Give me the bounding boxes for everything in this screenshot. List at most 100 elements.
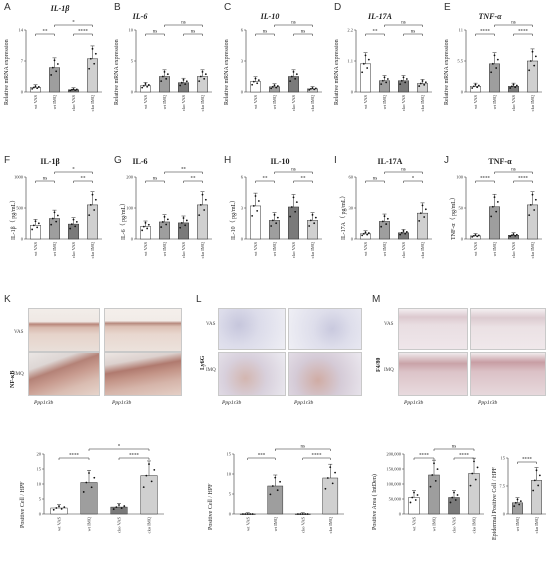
data-point	[147, 83, 150, 86]
data-point	[246, 513, 249, 515]
data-point	[70, 223, 73, 226]
bar	[159, 76, 170, 93]
bar	[87, 58, 98, 93]
panel-label: M	[372, 294, 381, 305]
x-tick-label: cko VAS	[71, 95, 76, 111]
data-point	[289, 215, 292, 218]
bar	[398, 232, 409, 240]
data-point	[185, 80, 188, 83]
data-point	[69, 89, 72, 92]
significance-label: **	[263, 177, 269, 182]
panel-title: IL-10	[260, 12, 280, 21]
data-point	[380, 83, 383, 86]
panel-d: D IL-17A Relative mRNA expression 0 1.1 2.…	[330, 0, 440, 130]
genotype-caption-cko: Ppp1r3b	[478, 400, 498, 406]
y-tick-label: 0	[39, 512, 42, 517]
x-tick-label: wt VAS	[473, 242, 478, 256]
data-point	[256, 209, 259, 212]
data-point	[88, 472, 90, 474]
data-point	[141, 229, 144, 232]
x-tick-label: cko VAS	[71, 242, 76, 258]
data-point	[153, 468, 156, 471]
quant-m1: Positive Area ( IntDen) 0 50,000 100,000 15…	[370, 430, 490, 564]
data-point	[326, 477, 329, 479]
significance-label: ****	[480, 177, 491, 182]
data-point	[313, 222, 316, 225]
y-tick-label: 30	[349, 206, 354, 211]
data-point	[495, 67, 498, 69]
bar	[197, 204, 208, 240]
data-point	[473, 460, 475, 463]
x-tick-label: wt IMQ	[272, 94, 277, 109]
y-tick-label: 0	[21, 237, 24, 242]
y-tick-label: 0	[461, 90, 464, 95]
micrograph-k-wt-vas	[28, 308, 100, 352]
data-point	[74, 225, 77, 228]
bar	[197, 76, 208, 93]
data-point	[362, 232, 365, 235]
data-point	[36, 226, 39, 229]
data-point	[56, 63, 59, 65]
significance-label: *	[72, 21, 75, 26]
genotype-caption-wt: Ppp1r3b	[404, 400, 424, 406]
significance-label: ns	[153, 30, 158, 35]
panel-j: J TNF-α TNF-α（ pg/mL） 0 50 100 wt VAS wt IMQ…	[440, 135, 550, 275]
panel-label: C	[224, 2, 232, 13]
data-point	[385, 223, 388, 225]
panel-label: G	[114, 155, 122, 166]
x-tick-label: cko IMQ	[90, 94, 95, 111]
data-point	[85, 481, 88, 484]
data-point	[93, 209, 96, 211]
bar	[49, 67, 60, 93]
panel-label: H	[224, 155, 232, 166]
data-point	[198, 80, 201, 83]
row-label-imq: IMQ	[384, 368, 394, 373]
y-tick-label: 1000	[14, 175, 24, 180]
data-point	[493, 54, 496, 57]
bar	[379, 80, 390, 93]
data-point	[474, 83, 477, 86]
data-point	[276, 216, 279, 219]
x-tick-label: cko IMQ	[310, 94, 315, 111]
data-point	[405, 78, 408, 80]
data-point	[142, 84, 145, 87]
micrograph-m-wt-imq	[398, 352, 468, 396]
data-point	[201, 70, 204, 73]
data-point	[537, 484, 540, 487]
panel-h: H IL-10 IL-10（ pg/mL） 0 3 6 wt VAS wt IMQ cko…	[220, 135, 330, 275]
bar	[178, 82, 189, 93]
y-tick-label: 6	[241, 175, 244, 180]
data-point	[367, 232, 370, 234]
data-point	[477, 84, 480, 87]
significance-label: ****	[78, 30, 89, 35]
y-tick-label: 15	[227, 452, 232, 457]
y-tick-label: 5.5	[457, 59, 463, 64]
data-point	[182, 217, 185, 219]
data-point	[185, 219, 188, 222]
data-point	[509, 87, 512, 89]
data-point	[456, 494, 459, 496]
data-point	[34, 85, 37, 88]
data-point	[423, 83, 426, 86]
data-point	[198, 214, 201, 217]
data-point	[419, 212, 422, 215]
y-tick-label: 0	[131, 237, 134, 242]
data-point	[75, 88, 78, 91]
y-tick-label: 5	[39, 497, 42, 502]
data-point	[529, 204, 532, 206]
chart-quant-m1: 0 50,000 100,000 150,000 200,000 wt VAS wt IMQ…	[386, 445, 484, 533]
data-point	[91, 193, 94, 196]
x-tick-label: wt IMQ	[87, 516, 92, 531]
data-point	[88, 214, 91, 217]
significance-label: ns	[291, 168, 296, 173]
data-point	[535, 469, 538, 472]
micrograph-m-cko-imq	[470, 352, 546, 396]
data-point	[257, 200, 260, 202]
x-tick-label: cko IMQ	[530, 94, 535, 111]
data-point	[166, 218, 169, 221]
y-tick-label: 100	[126, 206, 134, 211]
data-point	[513, 505, 516, 508]
data-point	[270, 225, 273, 227]
data-point	[112, 508, 115, 511]
